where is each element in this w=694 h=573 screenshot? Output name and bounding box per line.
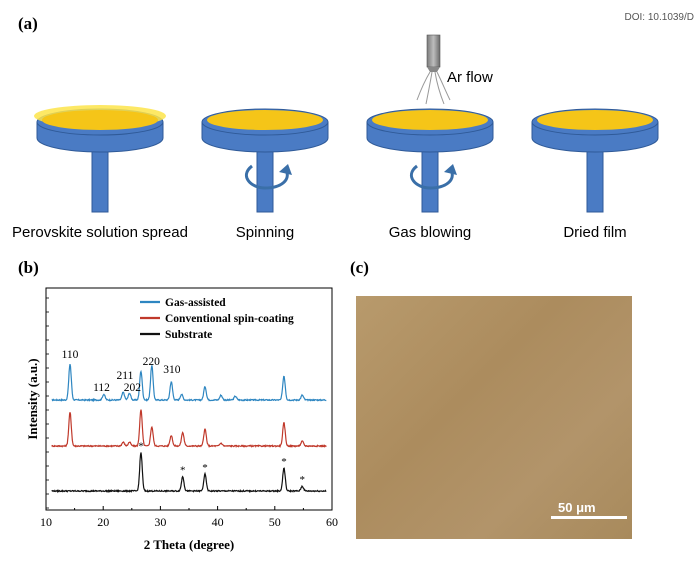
gas-nozzle	[416, 34, 451, 105]
x-axis-label: 2 Theta (degree)	[144, 537, 235, 552]
x-tick-label: 20	[97, 515, 109, 529]
peak-label-110: 110	[62, 349, 79, 361]
rotation-arrow-icon	[410, 164, 457, 190]
peak-label-202: 202	[124, 382, 142, 394]
panel-label-a: (a)	[18, 14, 38, 33]
peak-label-112: 112	[93, 382, 110, 394]
doi-text: DOI: 10.1039/D	[624, 12, 694, 23]
rotation-arrow-icon	[245, 164, 292, 190]
peak-label-220: 220	[143, 356, 161, 368]
x-tick-label: 50	[269, 515, 281, 529]
x-tick-label: 10	[40, 515, 52, 529]
legend-label: Gas-assisted	[165, 297, 226, 309]
substrate-peak-star: *	[138, 441, 144, 453]
xrd-series-conventional-spin-coating	[51, 409, 327, 449]
substrate-peak-star: *	[300, 474, 306, 486]
x-tick-label: 30	[154, 515, 166, 529]
y-axis-label: Intensity (a.u.)	[25, 358, 40, 439]
spin-coater-spread	[34, 105, 166, 213]
step-label-dried-film: Dried film	[563, 224, 627, 241]
substrate-peak-star: *	[281, 456, 287, 468]
substrate-peak-star: *	[180, 465, 186, 477]
scale-bar-label: 50 μm	[558, 500, 596, 515]
spin-coater-dried-film	[531, 108, 659, 213]
panel-label-c: (c)	[350, 258, 369, 277]
legend-label: Substrate	[165, 329, 212, 341]
x-tick-label: 40	[212, 515, 224, 529]
legend-label: Conventional spin-coating	[165, 313, 294, 325]
scale-bar	[551, 516, 627, 519]
xrd-series-substrate	[51, 452, 327, 494]
spin-coater-gas-blowing	[366, 108, 494, 213]
substrate-peak-star: *	[202, 462, 208, 474]
step-label-spinning: Spinning	[235, 224, 295, 241]
film-micrograph	[356, 296, 632, 539]
spin-coater-spinning	[201, 108, 329, 213]
peak-label-211: 211	[117, 370, 134, 382]
ar-flow-label: Ar flow	[447, 69, 493, 86]
peak-label-310: 310	[163, 364, 181, 376]
xrd-series-gas-assisted	[51, 363, 327, 403]
process-schematic: Ar flow	[34, 34, 659, 213]
step-label-gas-blowing: Gas blowing	[388, 224, 472, 241]
x-tick-label: 60	[326, 515, 338, 529]
panel-label-b: (b)	[18, 258, 39, 277]
step-label-spread: Perovskite solution spread	[12, 224, 188, 241]
